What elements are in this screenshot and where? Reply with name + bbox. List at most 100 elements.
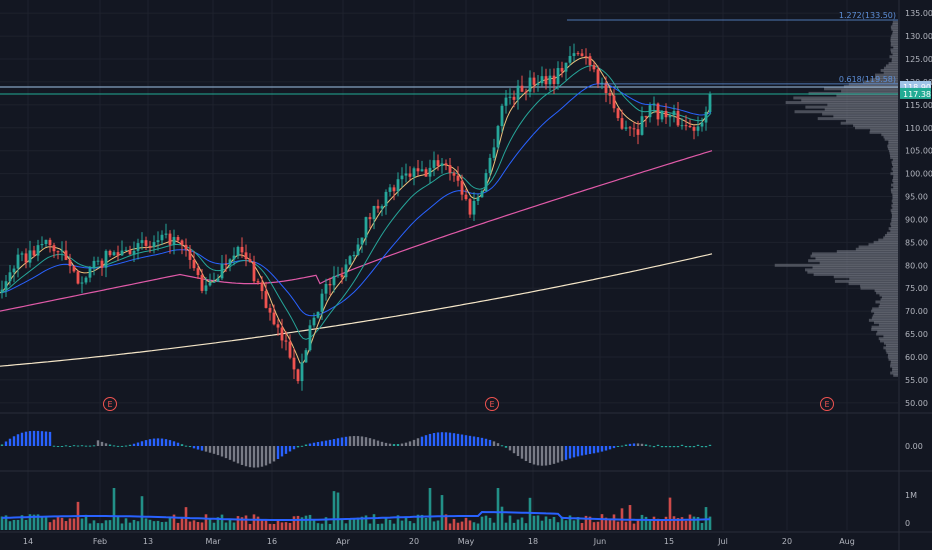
volume-bar (544, 516, 548, 530)
candle-body (472, 200, 476, 215)
candle-body (492, 147, 496, 158)
volume-bar (16, 519, 20, 530)
candle-body (364, 217, 368, 238)
oscillator-bar (132, 443, 136, 446)
candle-body (524, 91, 528, 93)
oscillator-bar (52, 445, 56, 447)
oscillator-bar (420, 436, 424, 446)
volume-bar (356, 517, 360, 530)
earnings-marker-label: E (489, 400, 494, 409)
volume-bar (412, 523, 416, 530)
candle-body (384, 191, 388, 207)
price-tag-label: 118.90 (903, 83, 931, 92)
price-tick: 135.00 (905, 9, 932, 18)
time-axis[interactable]: 14 Feb 13 Mar 16 Apr 20 May 18 Jun 15 Jul 20 Aug (23, 537, 855, 546)
volume-profile-bar (833, 275, 898, 279)
oscillator-bar (20, 432, 24, 446)
volume-bar (364, 515, 368, 530)
candle-body (340, 274, 344, 278)
time-tick: Aug (839, 537, 855, 546)
price-tick: 50.00 (905, 399, 928, 408)
candle-body (20, 253, 24, 255)
oscillator-bar (80, 445, 84, 447)
volume-bar (308, 514, 312, 530)
volume-profile-bar (883, 334, 898, 338)
volume-bar (208, 518, 212, 530)
oscillator-bar (656, 444, 660, 446)
oscillator-bar (660, 446, 664, 448)
candle-body (372, 205, 376, 220)
volume-bar (32, 514, 36, 530)
volume-profile-bar (890, 25, 898, 29)
fib-levels[interactable]: 1.272(133.50) 0.618(119.58) (567, 11, 898, 85)
candle-body (428, 167, 432, 177)
volume-profile-bar (881, 133, 898, 137)
volume-bar (628, 505, 632, 530)
volume-bar (352, 518, 356, 530)
volume-profile (774, 20, 898, 377)
volume-profile-bar (812, 266, 898, 270)
volume-bar (348, 519, 352, 530)
candle-body (48, 239, 52, 246)
volume-bar (292, 516, 296, 530)
volume-profile-bar (794, 110, 898, 114)
volume-bar (420, 514, 424, 530)
candle-body (24, 253, 28, 263)
oscillator-bar (700, 446, 704, 448)
oscillator-bar (240, 446, 244, 465)
price-tag-box (900, 87, 931, 99)
volume-profile-bar (891, 57, 898, 61)
volume-profile-bar (880, 298, 898, 302)
volume-bar (344, 523, 348, 530)
volume-profile-bar (834, 279, 898, 283)
volume-profile-bar (893, 185, 898, 189)
oscillator-bar (500, 445, 504, 447)
oscillator-bar (316, 441, 320, 446)
candle-body (664, 110, 668, 118)
oscillator-bar (440, 432, 444, 446)
candlesticks[interactable] (0, 43, 712, 391)
candle-body (284, 340, 288, 342)
volume-profile-bar (884, 234, 898, 238)
candle-body (112, 252, 116, 256)
volume-profile-bar (893, 181, 898, 185)
volume-bar (428, 488, 432, 530)
price-tick: 105.00 (905, 147, 932, 156)
volume-bar (388, 519, 392, 530)
volume-profile-bar (805, 105, 898, 109)
candle-body (224, 264, 228, 266)
volume-bar (496, 488, 500, 530)
volume-bar (624, 521, 628, 530)
oscillator-bar (68, 446, 72, 447)
volume-bar (260, 519, 264, 530)
volume-profile-bar (874, 311, 898, 315)
volume-profile-bar (893, 165, 898, 169)
volume-bar (284, 522, 288, 530)
candle-body (616, 108, 620, 119)
candle-body (104, 250, 108, 268)
candle-body (612, 95, 616, 109)
time-tick: 13 (143, 537, 153, 546)
time-tick: May (458, 537, 475, 546)
oscillator-bar (204, 446, 208, 452)
candle-body (108, 250, 112, 256)
volume-profile-bar (879, 293, 898, 297)
volume-profile-bar (883, 135, 898, 139)
volume-profile-bar (887, 355, 898, 359)
volume-bar (144, 518, 148, 530)
oscillator-bar (256, 446, 260, 468)
volume-bar (672, 516, 676, 530)
oscillator-bar (708, 444, 712, 446)
volume-bar (676, 518, 680, 530)
oscillator-bar (636, 443, 640, 446)
candle-body (312, 317, 316, 326)
volume-bar (596, 521, 600, 530)
volume-profile-bar (891, 199, 898, 203)
oscillator-bar (324, 440, 328, 446)
oscillator-bar (584, 446, 588, 455)
volume-profile-bar (841, 89, 898, 93)
volume-bar (0, 516, 4, 530)
volume-profile-bar (822, 112, 898, 116)
